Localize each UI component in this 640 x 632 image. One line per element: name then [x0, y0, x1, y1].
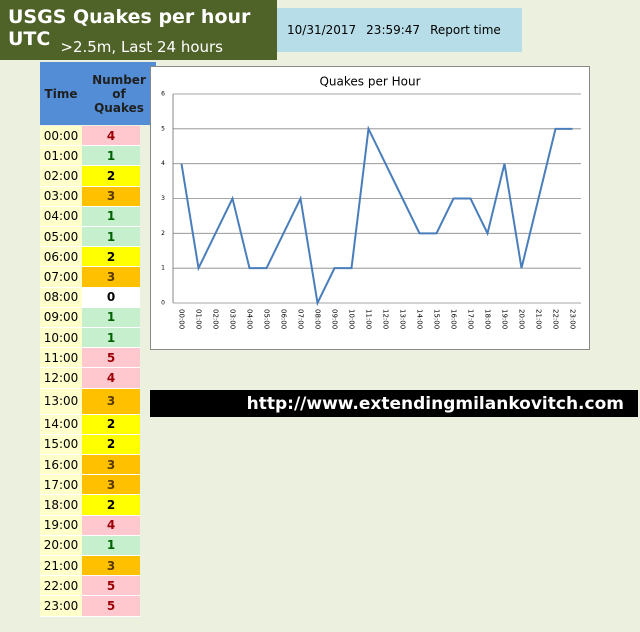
time-cell: 15:00	[40, 434, 82, 455]
count-cell: 2	[82, 414, 140, 435]
header-cell: Time	[40, 62, 82, 125]
time-cell: 12:00	[40, 368, 82, 389]
time-cell: 06:00	[40, 247, 82, 268]
x-tick-label: 07:00	[297, 309, 305, 329]
time-cell: 18:00	[40, 495, 82, 516]
time-cell: 13:00	[40, 388, 82, 415]
x-tick-label: 12:00	[382, 309, 390, 329]
y-tick-label: 4	[161, 160, 165, 167]
count-cell: 3	[82, 267, 140, 288]
report-date: 10/31/2017	[287, 23, 357, 37]
y-tick-label: 0	[161, 300, 165, 307]
count-cell: 5	[82, 576, 140, 597]
x-tick-label: 08:00	[314, 309, 322, 329]
count-cell: 4	[82, 368, 140, 389]
x-tick-label: 14:00	[416, 309, 424, 329]
x-tick-label: 18:00	[484, 309, 492, 329]
subtitle: >2.5m, Last 24 hours	[60, 38, 223, 56]
time-cell: 14:00	[40, 414, 82, 435]
time-cell: 03:00	[40, 186, 82, 207]
time-cell: 16:00	[40, 455, 82, 476]
count-cell: 4	[82, 126, 140, 147]
time-cell: 00:00	[40, 126, 82, 147]
count-cell: 2	[82, 434, 140, 455]
y-tick-label: 1	[161, 265, 165, 272]
count-cell: 5	[82, 596, 140, 617]
x-tick-label: 22:00	[552, 309, 560, 329]
time-cell: 04:00	[40, 206, 82, 227]
count-cell: 2	[82, 247, 140, 268]
x-tick-label: 03:00	[229, 309, 237, 329]
count-cell: 1	[82, 328, 140, 349]
time-cell: 08:00	[40, 287, 82, 308]
count-cell: 3	[82, 388, 140, 415]
time-cell: 21:00	[40, 556, 82, 577]
time-cell: 11:00	[40, 348, 82, 369]
report-time: 23:59:47	[366, 23, 421, 37]
x-tick-label: 09:00	[331, 309, 339, 329]
x-tick-label: 06:00	[280, 309, 288, 329]
url: http://www.extendingmilankovitch.com	[246, 393, 624, 414]
count-cell: 0	[82, 287, 140, 308]
line	[180, 125, 573, 307]
count-cell: 3	[82, 186, 140, 207]
x-tick-label: 00:00	[178, 309, 186, 329]
count-cell: 3	[82, 556, 140, 577]
time-cell: 20:00	[40, 535, 82, 556]
count-cell: 2	[82, 495, 140, 516]
x-tick-label: 17:00	[467, 309, 475, 329]
time-cell: 19:00	[40, 515, 82, 536]
time-cell: 05:00	[40, 227, 82, 248]
chart-title: Quakes per Hour	[319, 75, 420, 89]
time-cell: 09:00	[40, 307, 82, 328]
time-cell: 07:00	[40, 267, 82, 288]
count-cell: 1	[82, 535, 140, 556]
title-box: USGS Quakes per hour UTC >2.5m, Last 24 …	[0, 0, 277, 60]
x-tick-label: 04:00	[246, 309, 254, 329]
y-tick-label: 2	[161, 230, 165, 237]
title: USGS Quakes per hour UTC	[8, 6, 251, 50]
x-tick-label: 21:00	[535, 309, 543, 329]
count-cell: 2	[82, 166, 140, 187]
x-tick-label: 02:00	[212, 309, 220, 329]
y-tick-label: 5	[161, 125, 165, 132]
chart-box: Quakes per Hour 0 1 2 3 4 5 6 00:00 01:00 02:00 03…	[150, 66, 590, 350]
x-tick-label: 15:00	[433, 309, 441, 329]
count-cell: 5	[82, 348, 140, 369]
count-cell: 1	[82, 206, 140, 227]
count-cell: 3	[82, 455, 140, 476]
time-cell: 10:00	[40, 328, 82, 349]
x-tick-label: 19:00	[501, 309, 509, 329]
report-box: 10/31/2017 23:59:47 Report time	[277, 8, 522, 52]
report-label: Report time	[430, 23, 501, 37]
time-cell: 23:00	[40, 596, 82, 617]
x-tick-label: 05:00	[263, 309, 271, 329]
count-cell: 4	[82, 515, 140, 536]
count-cell: 1	[82, 146, 140, 167]
time-cell: 17:00	[40, 475, 82, 496]
url-banner: http://www.extendingmilankovitch.com	[150, 390, 638, 417]
time-cell: 02:00	[40, 166, 82, 187]
header-cell: Number of Quakes	[82, 62, 156, 125]
count-cell: 1	[82, 307, 140, 328]
x-tick-label: 01:00	[195, 309, 203, 329]
x-tick-label: 16:00	[450, 309, 458, 329]
x-tick-label: 20:00	[518, 309, 526, 329]
count-cell: 3	[82, 475, 140, 496]
x-tick-label: 11:00	[365, 309, 373, 329]
time-cell: 01:00	[40, 146, 82, 167]
x-tick-label: 10:00	[348, 309, 356, 329]
chart: Quakes per Hour 0 1 2 3 4 5 6 00:00 01:00 02:00 03…	[161, 75, 581, 329]
x-tick-label: 13:00	[399, 309, 407, 329]
time-cell: 22:00	[40, 576, 82, 597]
x-tick-label: 23:00	[569, 309, 577, 329]
y-tick-label: 6	[161, 91, 165, 98]
y-tick-label: 3	[161, 195, 165, 202]
count-cell: 1	[82, 227, 140, 248]
